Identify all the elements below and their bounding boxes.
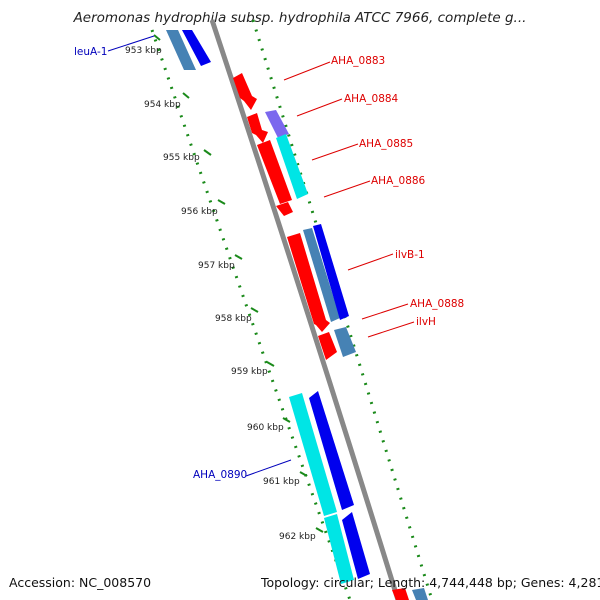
gene-labels: leuA-1 AHA_0883 AHA_0884 AHA_0885 AHA_08… [74, 46, 464, 481]
gene-label: AHA_0885 [359, 138, 413, 150]
gene-leuA-1-features [166, 30, 211, 70]
gene-AHA_0884 [247, 110, 289, 143]
gene-label: AHA_0886 [371, 175, 426, 187]
gene-bottom-red [392, 588, 409, 600]
gene-label: AHA_0884 [344, 93, 399, 105]
tick-label: 961 kbp [263, 477, 300, 487]
gene-AHA_0886 [276, 202, 293, 216]
topology-text: Topology: circular; Length: 4,744,448 bp… [261, 575, 600, 590]
tick-label: 958 kbp [215, 314, 252, 324]
tick-label: 960 kbp [247, 423, 284, 433]
gene-label: ilvH [416, 316, 436, 328]
tick-label: 962 kbp [279, 532, 316, 542]
tick-label: 953 kbp [125, 46, 162, 56]
accession-text: Accession: NC_008570 [9, 575, 152, 590]
gene-label: AHA_0890 [193, 469, 247, 481]
tick-marks [153, 34, 324, 533]
tick-labels: 953 kbp 954 kbp 955 kbp 956 kbp 957 kbp … [125, 46, 316, 542]
tick-label: 954 kbp [144, 100, 181, 110]
gene-AHA_0883 [233, 73, 257, 110]
gene-AHA_0890 [289, 391, 370, 584]
gene-label: AHA_0888 [410, 298, 464, 310]
gene-label: leuA-1 [74, 46, 107, 58]
map-title: Aeromonas hydrophila subsp. hydrophila A… [73, 10, 527, 26]
tick-label: 957 kbp [198, 261, 235, 271]
gene-bottom-steel [412, 588, 428, 600]
gene-ilvB-1 [287, 224, 349, 332]
gene-label: ilvB-1 [395, 249, 425, 261]
tick-label: 959 kbp [231, 367, 268, 377]
gene-AHA_0885 [257, 134, 308, 204]
gene-AHA_0888-ilvH [318, 327, 356, 360]
tick-label: 956 kbp [181, 207, 218, 217]
leader-lines [107, 35, 415, 477]
gene-label: AHA_0883 [331, 55, 385, 67]
genome-backbone [209, 19, 401, 600]
tick-label: 955 kbp [163, 153, 200, 163]
